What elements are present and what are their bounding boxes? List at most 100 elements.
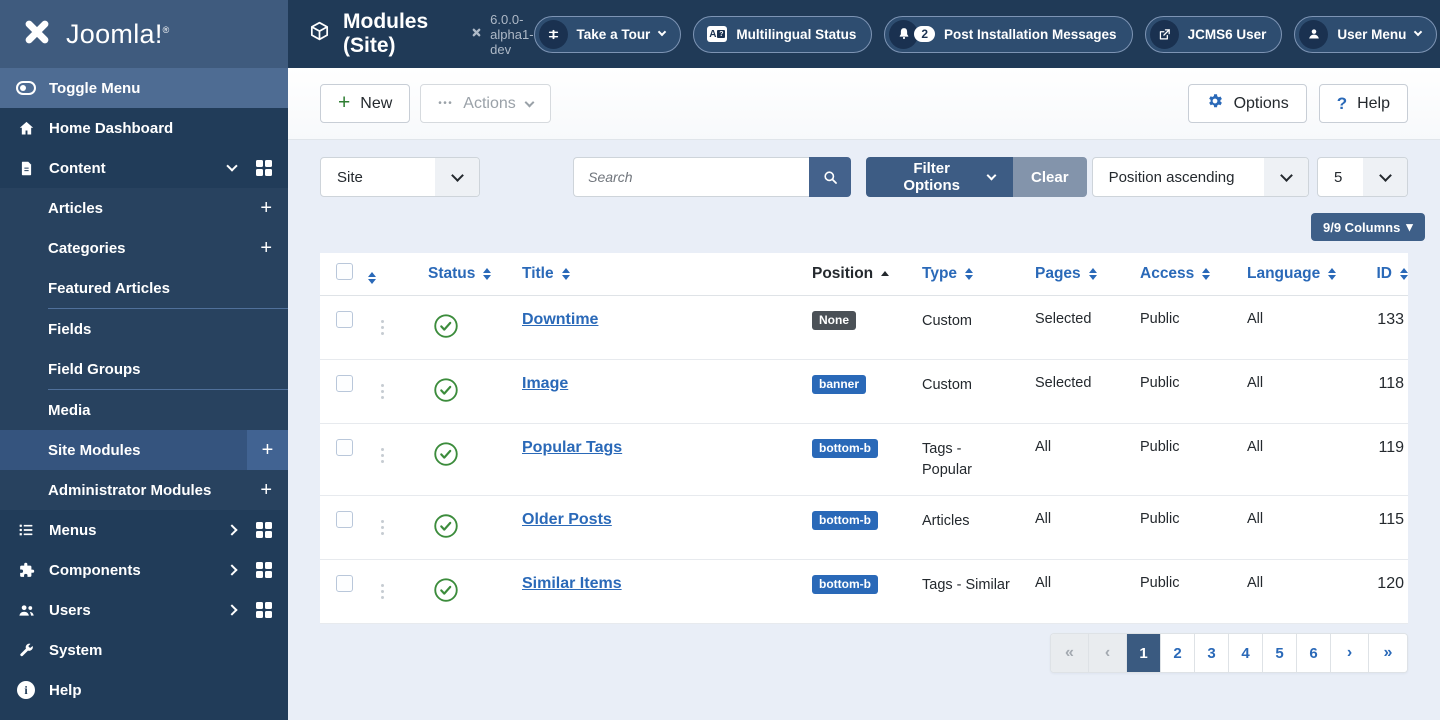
- drag-handle-icon[interactable]: [368, 447, 384, 463]
- sidebar-item-users[interactable]: Users: [0, 590, 288, 630]
- row-checkbox[interactable]: [336, 374, 353, 392]
- sidebar-item-media[interactable]: Media: [48, 401, 91, 419]
- new-button[interactable]: + New: [320, 84, 411, 123]
- sidebar-item-site-modules[interactable]: Site Modules +: [0, 430, 288, 470]
- module-language: All: [1247, 423, 1362, 496]
- plus-icon[interactable]: +: [260, 197, 272, 219]
- search-button[interactable]: [809, 157, 852, 197]
- version-info: 6.0.0-alpha1-dev: [470, 12, 534, 57]
- actions-button[interactable]: ••• Actions: [420, 84, 551, 123]
- sidebar-item-fields[interactable]: Fields: [48, 320, 92, 338]
- puzzle-icon: [16, 561, 36, 579]
- filter-options-group: Filter Options Clear: [866, 157, 1087, 197]
- chevron-down-icon: [524, 97, 535, 107]
- header-pills: Take a Tour A? Multilingual Status 2 Pos…: [533, 15, 1438, 53]
- status-column-header[interactable]: Status: [408, 265, 492, 283]
- module-title-link[interactable]: Similar Items: [522, 574, 622, 592]
- module-title-link[interactable]: Popular Tags: [522, 438, 623, 456]
- page-button-5[interactable]: 5: [1263, 634, 1297, 672]
- module-access: Public: [1140, 295, 1247, 360]
- client-select[interactable]: Site: [320, 157, 481, 197]
- row-checkbox[interactable]: [336, 438, 353, 456]
- first-page-button[interactable]: «: [1051, 634, 1089, 672]
- sidebar-item-articles[interactable]: Articles +: [48, 197, 272, 219]
- select-all-checkbox[interactable]: [336, 262, 353, 280]
- search-input[interactable]: [573, 157, 810, 197]
- next-page-button[interactable]: ›: [1331, 634, 1369, 672]
- home-icon: [16, 119, 36, 138]
- row-checkbox[interactable]: [336, 574, 353, 592]
- joomla-logo-text: Joomla!®: [66, 18, 170, 49]
- sidebar-item-menus[interactable]: Menus: [0, 510, 288, 550]
- page-button-4[interactable]: 4: [1229, 634, 1263, 672]
- page-button-3[interactable]: 3: [1195, 634, 1229, 672]
- type-column-header[interactable]: Type: [922, 265, 974, 283]
- id-column-header[interactable]: ID: [1377, 265, 1408, 283]
- translate-icon: A?: [707, 26, 728, 42]
- sidebar-item-featured-articles[interactable]: Featured Articles: [48, 279, 170, 297]
- page-size-select[interactable]: 5: [1317, 157, 1408, 197]
- help-button[interactable]: ? Help: [1318, 84, 1408, 123]
- dashboard-grid-icon[interactable]: [256, 562, 272, 578]
- take-a-tour-button[interactable]: Take a Tour: [533, 15, 682, 53]
- sidebar-item-field-groups[interactable]: Field Groups: [48, 360, 141, 378]
- clear-button[interactable]: Clear: [1013, 157, 1087, 197]
- sidebar-item-categories[interactable]: Categories +: [48, 237, 272, 259]
- sidebar-item-system[interactable]: System: [0, 630, 288, 670]
- multilingual-status-button[interactable]: A? Multilingual Status: [693, 15, 873, 53]
- sidebar-item-components[interactable]: Components: [0, 550, 288, 590]
- plus-icon[interactable]: +: [260, 237, 272, 259]
- drag-handle-icon[interactable]: [368, 383, 384, 399]
- sidebar-item-home-dashboard[interactable]: Home Dashboard: [0, 108, 288, 148]
- post-installation-messages-button[interactable]: 2 Post Installation Messages: [884, 15, 1133, 53]
- row-checkbox[interactable]: [336, 510, 353, 528]
- site-preview-button[interactable]: JCMS6 User: [1144, 15, 1283, 53]
- dashboard-grid-icon[interactable]: [256, 602, 272, 618]
- row-checkbox[interactable]: [336, 310, 353, 328]
- toolbar: + New ••• Actions Options ? Help: [288, 68, 1440, 140]
- position-badge: bottom-b: [812, 574, 878, 594]
- dashboard-grid-icon[interactable]: [256, 160, 272, 176]
- chevron-down-icon: [435, 158, 480, 196]
- plus-icon[interactable]: +: [247, 430, 288, 470]
- drag-handle-icon[interactable]: [368, 583, 384, 599]
- joomla-version-icon: [470, 26, 483, 42]
- ordering-sort-header[interactable]: [368, 271, 376, 284]
- module-title-link[interactable]: Downtime: [522, 310, 599, 328]
- dashboard-grid-icon[interactable]: [256, 522, 272, 538]
- sidebar-item-toggle-menu[interactable]: Toggle Menu: [0, 68, 288, 108]
- module-language: All: [1247, 359, 1362, 424]
- plus-icon[interactable]: +: [260, 479, 272, 501]
- page-button-2[interactable]: 2: [1161, 634, 1195, 672]
- page-button-1[interactable]: 1: [1127, 634, 1161, 672]
- module-title-link[interactable]: Image: [522, 374, 569, 392]
- drag-handle-icon[interactable]: [368, 319, 384, 335]
- columns-toggle-button[interactable]: 9/9 Columns ▾: [1311, 213, 1425, 241]
- module-pages: Selected: [1035, 359, 1140, 424]
- options-button[interactable]: Options: [1187, 84, 1307, 123]
- position-column-header[interactable]: Position: [812, 265, 890, 283]
- drag-handle-icon[interactable]: [368, 519, 384, 535]
- filter-options-button[interactable]: Filter Options: [866, 157, 1014, 197]
- plus-icon: +: [338, 91, 351, 114]
- joomla-logo: Joomla!®: [0, 0, 288, 68]
- previous-page-button[interactable]: ‹: [1089, 634, 1127, 672]
- title-column-header[interactable]: Title: [522, 265, 570, 283]
- filter-bar: Site Filter Options Clear Position ascen…: [320, 157, 1408, 197]
- sidebar-item-administrator-modules[interactable]: Administrator Modules +: [48, 479, 272, 501]
- chevron-down-icon: [658, 27, 667, 37]
- last-page-button[interactable]: »: [1369, 634, 1407, 672]
- pages-column-header[interactable]: Pages: [1035, 265, 1097, 283]
- module-title-link[interactable]: Older Posts: [522, 510, 612, 528]
- page-button-6[interactable]: 6: [1297, 634, 1331, 672]
- sort-select[interactable]: Position ascending: [1091, 157, 1310, 197]
- sidebar-item-content[interactable]: Content: [0, 148, 288, 188]
- language-column-header[interactable]: Language: [1247, 265, 1337, 283]
- user-icon: [1299, 19, 1329, 49]
- user-menu-button[interactable]: User Menu: [1294, 15, 1438, 53]
- info-icon: [16, 681, 36, 699]
- gear-icon: [1206, 92, 1224, 115]
- sidebar-item-help[interactable]: Help: [0, 670, 288, 710]
- chevron-right-icon: [226, 604, 238, 616]
- access-column-header[interactable]: Access: [1140, 265, 1211, 283]
